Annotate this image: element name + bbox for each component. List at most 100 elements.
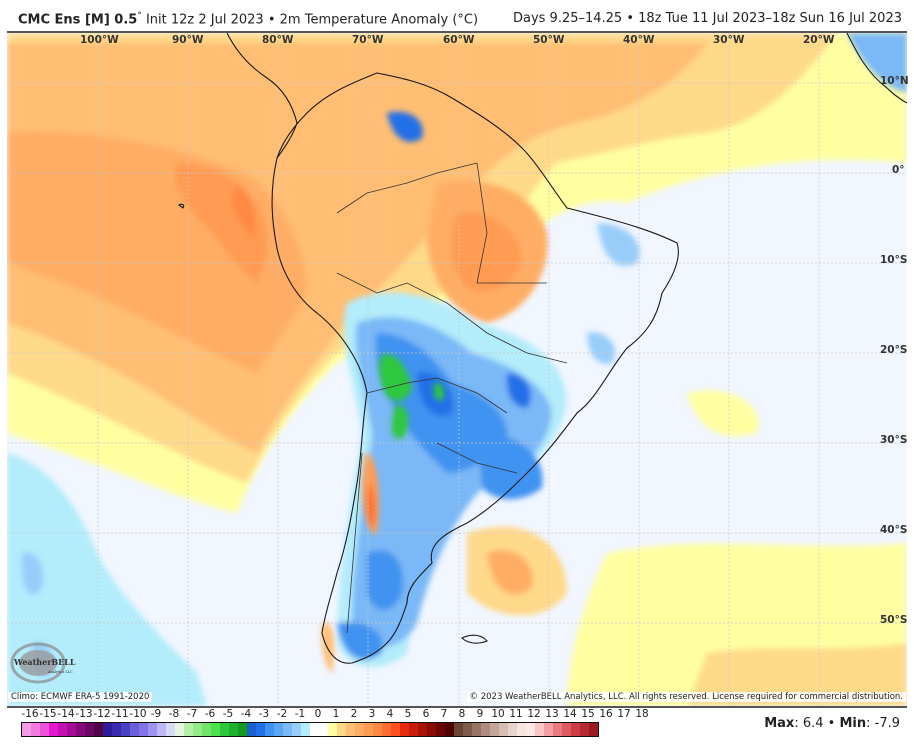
colorbar-tick-label: -9 <box>150 708 162 720</box>
warm-anomaly-amazon <box>427 180 548 323</box>
colorbar-swatch <box>517 723 526 736</box>
colorbar-tick-label: 4 <box>386 708 394 720</box>
colorbar-swatch <box>490 723 499 736</box>
colorbar-swatch <box>310 723 319 736</box>
galapagos <box>178 203 185 209</box>
map-title: CMC Ens [M] 0.5° Init 12z 2 Jul 2023 • 2… <box>18 11 478 27</box>
colorbar-tick-label: 15 <box>581 708 595 720</box>
copyright-notice: © 2023 WeatherBELL Analytics, LLC. All r… <box>466 692 906 702</box>
colorbar-swatch <box>67 723 76 736</box>
colorbar-swatch <box>535 723 544 736</box>
south-america-coastline <box>271 72 679 664</box>
colorbar-tick-label: -10 <box>129 708 147 720</box>
max-min-readout: Max: 6.4 • Min: -7.9 <box>764 716 900 731</box>
colorbar-swatch <box>391 723 400 736</box>
colorbar-swatch <box>589 723 598 736</box>
colorbar-swatch <box>49 723 58 736</box>
lon-label-90w: 90°W <box>172 34 204 46</box>
colorbar-swatch <box>103 723 112 736</box>
colorbar-swatch <box>472 723 481 736</box>
colorbar-swatch <box>526 723 535 736</box>
logo-subtext: Analytics LLC <box>47 670 73 674</box>
colorbar-swatch <box>112 723 121 736</box>
colorbar-tick-label: 3 <box>368 708 376 720</box>
colorbar-swatch <box>31 723 40 736</box>
map-frame[interactable] <box>7 31 907 708</box>
colorbar-swatch <box>481 723 490 736</box>
colorbar-swatch <box>94 723 103 736</box>
colorbar-swatch <box>382 723 391 736</box>
model-name: CMC Ens [M] 0.5 <box>18 12 138 28</box>
colorbar-tick-label: 12 <box>527 708 541 720</box>
colorbar-tick-label: 13 <box>545 708 559 720</box>
coastlines <box>178 33 907 664</box>
graticule <box>7 33 907 706</box>
lon-label-70w: 70°W <box>352 34 384 46</box>
colorbar-tick-label: -5 <box>222 708 234 720</box>
colorbar-swatch <box>166 723 175 736</box>
colorbar-tick-label: -15 <box>39 708 57 720</box>
colorbar-tick-label: -7 <box>186 708 198 720</box>
colorbar <box>21 722 599 737</box>
lat-label-40s: 40°S <box>880 524 908 536</box>
country-borders <box>336 162 568 634</box>
lon-label-50w: 50°W <box>533 34 565 46</box>
lon-label-30w: 30°W <box>713 34 745 46</box>
colorbar-swatch <box>409 723 418 736</box>
colorbar-tick-label: 10 <box>491 708 505 720</box>
colorbar-swatch <box>202 723 211 736</box>
colorbar-swatch <box>238 723 247 736</box>
lon-label-60w: 60°W <box>443 34 475 46</box>
lat-label-20s: 20°S <box>880 344 908 356</box>
colorbar-tick-label: -14 <box>57 708 75 720</box>
colorbar-tick-label: 5 <box>404 708 412 720</box>
colorbar-tick-label: 18 <box>635 708 649 720</box>
colorbar-tick-label: -12 <box>93 708 111 720</box>
colorbar-swatch <box>355 723 364 736</box>
degree-symbol: ° <box>137 11 142 21</box>
colorbar-swatch <box>229 723 238 736</box>
colorbar-tick-label: -4 <box>240 708 252 720</box>
min-value: : -7.9 <box>866 716 900 731</box>
colorbar-swatch <box>301 723 310 736</box>
colorbar-swatch <box>22 723 31 736</box>
colorbar-swatch <box>373 723 382 736</box>
colorbar-swatch <box>580 723 589 736</box>
colorbar-tick-label: 7 <box>440 708 448 720</box>
colorbar-tick-label: 9 <box>476 708 484 720</box>
lat-label-0: 0° <box>892 164 905 176</box>
lon-label-40w: 40°W <box>623 34 655 46</box>
weatherbell-logo: WeatherBELL Analytics LLC <box>8 640 90 686</box>
colorbar-swatch <box>256 723 265 736</box>
colorbar-swatch <box>544 723 553 736</box>
colorbar-swatch <box>274 723 283 736</box>
colorbar-swatch <box>193 723 202 736</box>
colorbar-swatch <box>121 723 130 736</box>
colorbar-swatch <box>364 723 373 736</box>
cool-anomaly-africa <box>847 33 907 93</box>
warm-anomaly-south-atlantic <box>467 390 907 706</box>
logo-text: WeatherBELL <box>13 657 76 667</box>
colorbar-tick-label: 2 <box>350 708 358 720</box>
anomaly-map <box>7 33 907 706</box>
colorbar-swatch <box>571 723 580 736</box>
colorbar-swatch <box>148 723 157 736</box>
lon-label-80w: 80°W <box>262 34 294 46</box>
lat-label-10s: 10°S <box>880 254 908 266</box>
colorbar-swatch <box>58 723 67 736</box>
colorbar-swatch <box>562 723 571 736</box>
colorbar-tick-label: 16 <box>599 708 613 720</box>
colorbar-tick-label: 8 <box>458 708 466 720</box>
colorbar-swatch <box>220 723 229 736</box>
colorbar-swatch <box>157 723 166 736</box>
colorbar-swatch <box>436 723 445 736</box>
lat-label-10n: 10°N <box>880 75 909 87</box>
init-time: Init 12z 2 Jul 2023 <box>145 12 264 28</box>
colorbar-swatch <box>553 723 562 736</box>
maxmin-separator: • <box>823 716 840 731</box>
colorbar-swatch <box>445 723 454 736</box>
lon-label-20w: 20°W <box>803 34 835 46</box>
colorbar-tick-label: -11 <box>111 708 129 720</box>
colorbar-tick-label: -2 <box>276 708 288 720</box>
colorbar-swatch <box>463 723 472 736</box>
